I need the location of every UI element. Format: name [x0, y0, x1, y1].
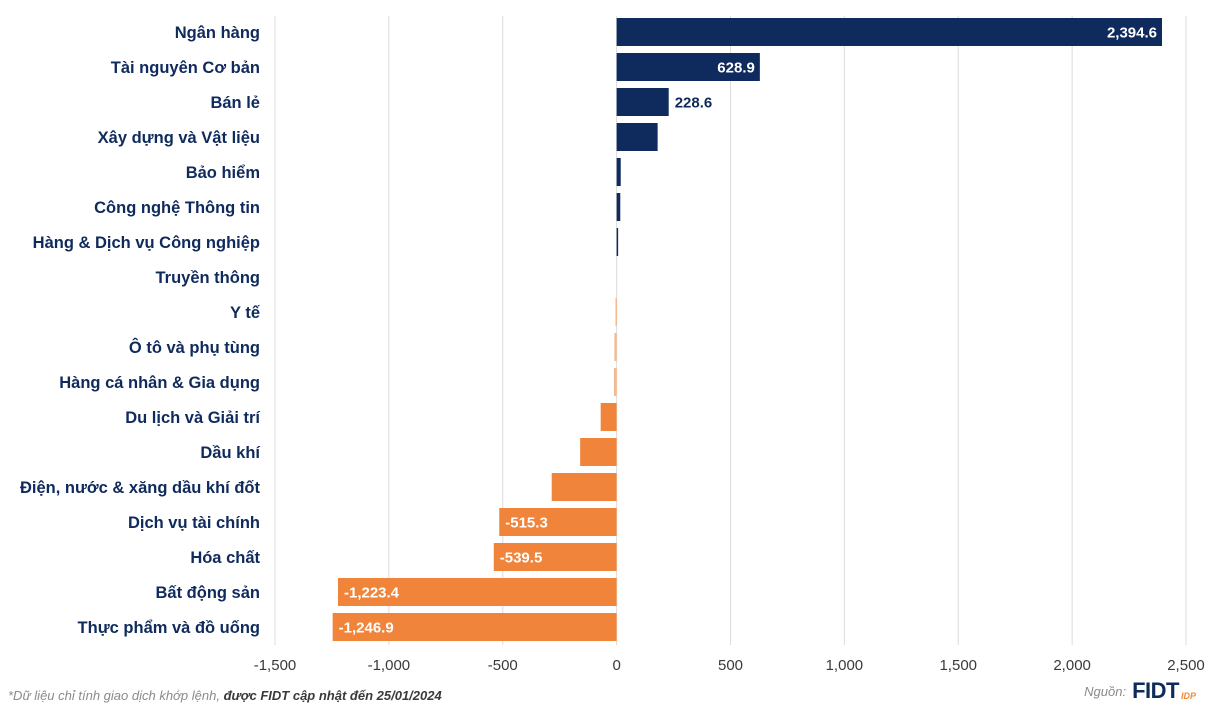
category-label: Bảo hiểm: [186, 164, 260, 182]
bar: [616, 123, 658, 151]
bar: [616, 158, 621, 186]
category-label: Xây dựng và Vật liệu: [98, 129, 260, 147]
bar: [616, 228, 619, 256]
bar: [613, 368, 617, 396]
data-label: 2,394.6: [1107, 25, 1157, 42]
category-label: Truyền thông: [156, 269, 261, 287]
bar: [615, 298, 617, 326]
x-tick-label: 500: [718, 657, 743, 674]
bar: [580, 438, 617, 466]
x-tick-label: -500: [488, 657, 518, 674]
x-tick-label: -1,500: [254, 657, 297, 674]
footnote-text: *Dữ liệu chỉ tính giao dịch khớp lệnh,: [8, 688, 224, 703]
x-tick-label: -1,000: [368, 657, 411, 674]
grid-lines: [274, 16, 1187, 645]
logo-text: FIDT: [1132, 678, 1179, 703]
bar: [551, 473, 617, 501]
category-label: Dịch vụ tài chính: [128, 514, 260, 532]
bar: [616, 18, 1162, 46]
category-labels: Ngân hàng Tài nguyên Cơ bản Bán lẻ Xây dựng…: [20, 24, 261, 637]
footnote-emphasis: được FIDT cập nhật đến 25/01/2024: [223, 688, 442, 703]
category-label: Điện, nước & xăng dầu khí đốt: [20, 479, 261, 497]
fidt-logo: FIDT IDP: [1132, 680, 1196, 702]
bar: [499, 508, 617, 536]
footnote: *Dữ liệu chỉ tính giao dịch khớp lệnh, đ…: [8, 688, 442, 703]
bar: [493, 543, 617, 571]
x-tick-label: 0: [612, 657, 620, 674]
category-label: Hóa chất: [190, 549, 260, 567]
logo-sub: IDP: [1180, 691, 1196, 701]
x-tick-label: 1,500: [939, 657, 977, 674]
data-labels: 2,394.6 628.9 228.6 -515.3 -539.5 -1,223.4 -1,…: [339, 25, 1157, 637]
data-label: 628.9: [717, 60, 755, 77]
category-label: Công nghệ Thông tin: [94, 199, 260, 217]
x-tick-label: 2,500: [1167, 657, 1205, 674]
bar: [616, 193, 621, 221]
data-label: 228.6: [675, 95, 713, 112]
bar: [337, 578, 617, 606]
category-label: Hàng & Dịch vụ Công nghiệp: [33, 234, 260, 252]
category-label: Dầu khí: [200, 444, 261, 462]
category-label: Du lịch và Giải trí: [125, 409, 261, 427]
category-label: Bất động sản: [155, 584, 260, 602]
x-tick-label: 1,000: [826, 657, 864, 674]
bar: [614, 333, 617, 361]
data-label: -1,223.4: [344, 585, 400, 602]
category-label: Tài nguyên Cơ bản: [111, 59, 260, 77]
x-axis-ticks: -1,500 -1,000 -500 0 500 1,000 1,500 2,000 2,500: [254, 657, 1205, 674]
category-label: Bán lẻ: [210, 94, 260, 112]
data-label: -1,246.9: [339, 620, 394, 637]
bar: [332, 613, 617, 641]
bar-chart: Ngân hàng Tài nguyên Cơ bản Bán lẻ Xây dựng…: [20, 16, 1205, 674]
bars: [332, 18, 1162, 641]
bar: [600, 403, 617, 431]
x-tick-label: 2,000: [1053, 657, 1091, 674]
bar: [616, 53, 760, 81]
category-label: Hàng cá nhân & Gia dụng: [59, 374, 260, 392]
category-label: Thực phẩm và đồ uống: [78, 619, 260, 637]
bar: [616, 88, 669, 116]
data-label: -515.3: [505, 515, 548, 532]
source-attribution: Nguồn: FIDT IDP: [1084, 680, 1196, 702]
source-label: Nguồn:: [1084, 683, 1127, 699]
category-label: Ngân hàng: [175, 24, 260, 42]
category-label: Ô tô và phụ tùng: [129, 338, 260, 357]
data-label: -539.5: [500, 550, 543, 567]
category-label: Y tế: [230, 304, 261, 322]
